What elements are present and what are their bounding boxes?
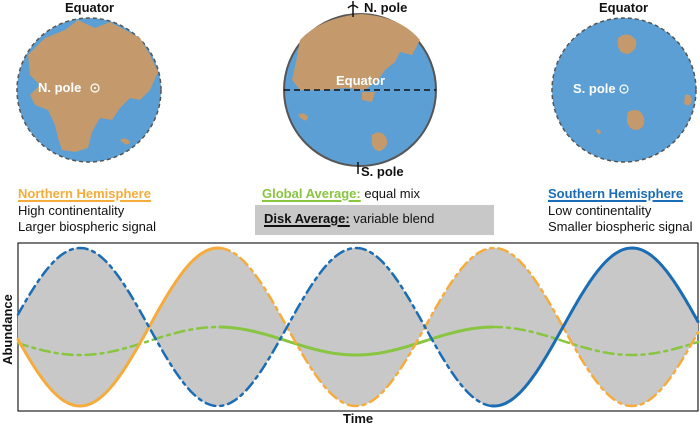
global-average-dashed-2 — [490, 325, 700, 357]
global-average-title: Global Average: — [262, 186, 361, 201]
southern-curve-solid — [490, 246, 700, 408]
side-globe-bottom-label: S. pole — [361, 164, 404, 179]
disk-average-label: Disk Average: variable blend — [264, 211, 434, 227]
north-pole-marker — [90, 83, 100, 93]
southern-hemisphere-title: Southern Hemisphere — [548, 186, 684, 201]
northern-curve-dashed — [218, 246, 700, 408]
southern-line-1: Low continentality — [548, 203, 652, 218]
south-globe-center-label: S. pole — [573, 81, 616, 96]
north-globe — [16, 17, 162, 163]
south-globe-top-label: Equator — [599, 0, 649, 15]
south-pole-marker — [619, 84, 629, 94]
side-globe-top-label: N. pole — [364, 0, 408, 15]
north-globe-center-label: N. pole — [38, 80, 82, 95]
side-continent — [292, 14, 420, 90]
disk-average-band — [18, 248, 698, 406]
side-globe-center-label: Equator — [336, 73, 386, 88]
global-average-dashed-1 — [16, 325, 222, 357]
x-axis-label: Time — [343, 411, 374, 426]
northern-curve-solid — [16, 246, 222, 408]
global-average-desc: equal mix — [360, 186, 420, 201]
disk-average-desc: variable blend — [349, 211, 435, 226]
southern-curve-dashed — [16, 246, 494, 408]
side-globe — [283, 1, 437, 174]
y-axis-label: Abundance — [0, 294, 15, 365]
northern-line-1: High continentality — [18, 203, 125, 218]
disk-average-title: Disk Average: — [264, 211, 350, 226]
northern-hemisphere-title: Northern Hemisphere — [18, 186, 151, 201]
global-average-solid — [218, 325, 494, 357]
northern-line-2: Larger biospheric signal — [18, 219, 157, 234]
north-continent — [28, 20, 158, 152]
global-average-label: Global Average: equal mix — [262, 186, 420, 202]
disk-average-box — [255, 205, 494, 235]
north-globe-top-label: Equator — [65, 0, 115, 15]
southern-line-2: Smaller biospheric signal — [548, 219, 693, 234]
